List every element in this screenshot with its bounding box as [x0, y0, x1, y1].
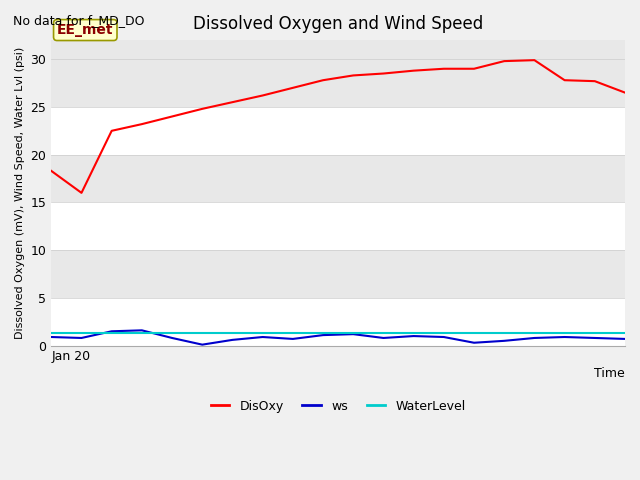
Title: Dissolved Oxygen and Wind Speed: Dissolved Oxygen and Wind Speed [193, 15, 483, 33]
Y-axis label: Dissolved Oxygen (mV), Wind Speed, Water Lvl (psi): Dissolved Oxygen (mV), Wind Speed, Water… [15, 47, 25, 339]
Text: EE_met: EE_met [57, 23, 113, 37]
Text: No data for f_MD_DO: No data for f_MD_DO [13, 14, 144, 27]
Bar [51, 107, 625, 155]
Legend: DisOxy, ws, WaterLevel: DisOxy, ws, WaterLevel [205, 395, 470, 418]
Text: Time: Time [595, 367, 625, 380]
Bar [51, 203, 625, 250]
Bar [51, 298, 625, 346]
